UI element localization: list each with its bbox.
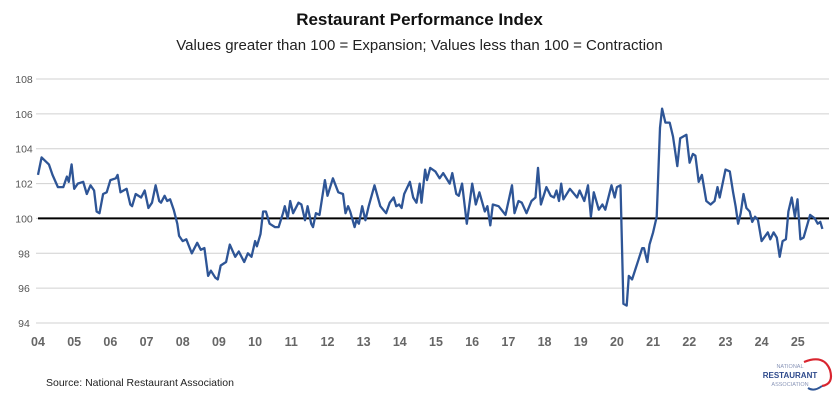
x-axis-ticks: 04 05 06 07 08 09 10 11 12 13 14 15 16 17 18 19 20 21 22 23…	[31, 335, 805, 349]
svg-text:ASSOCIATION: ASSOCIATION	[771, 382, 808, 388]
chart-subtitle: Values greater than 100 = Expansion; Val…	[176, 37, 663, 54]
x-tick-label: 25	[791, 335, 805, 349]
x-tick-label: 08	[176, 335, 190, 349]
x-tick-label: 14	[393, 335, 407, 349]
x-tick-label: 20	[610, 335, 624, 349]
series-line	[36, 107, 824, 307]
x-tick-label: 05	[67, 335, 81, 349]
y-tick-label: 98	[18, 248, 30, 260]
svg-text:RESTAURANT: RESTAURANT	[763, 371, 818, 380]
x-tick-label: 18	[538, 335, 552, 349]
x-tick-label: 13	[357, 335, 371, 349]
y-tick-label: 108	[15, 74, 33, 86]
y-axis-ticks: 94 96 98 100 102 104 106 108	[15, 74, 33, 330]
y-tick-label: 106	[15, 109, 33, 121]
svg-text:NATIONAL: NATIONAL	[776, 364, 803, 370]
y-tick-label: 104	[15, 144, 33, 156]
x-tick-label: 09	[212, 335, 226, 349]
source-note: Source: National Restaurant Association	[46, 377, 234, 389]
y-tick-label: 102	[15, 179, 33, 191]
chart-title: Restaurant Performance Index	[296, 10, 543, 29]
x-tick-label: 24	[755, 335, 769, 349]
x-tick-label: 17	[501, 335, 515, 349]
x-tick-label: 12	[321, 335, 335, 349]
x-tick-label: 15	[429, 335, 443, 349]
x-tick-label: 04	[31, 335, 45, 349]
x-tick-label: 10	[248, 335, 262, 349]
x-tick-label: 16	[465, 335, 479, 349]
gridlines	[36, 78, 829, 324]
y-tick-label: 100	[15, 213, 33, 225]
x-tick-label: 19	[574, 335, 588, 349]
x-tick-label: 21	[646, 335, 660, 349]
national-restaurant-association-logo: NATIONAL RESTAURANT ASSOCIATION	[763, 358, 833, 391]
x-tick-label: 23	[719, 335, 733, 349]
x-tick-label: 11	[285, 335, 298, 349]
y-tick-label: 94	[18, 318, 30, 330]
x-tick-label: 22	[682, 335, 696, 349]
x-tick-label: 06	[103, 335, 117, 349]
y-tick-label: 96	[18, 283, 30, 295]
x-tick-label: 07	[140, 335, 154, 349]
